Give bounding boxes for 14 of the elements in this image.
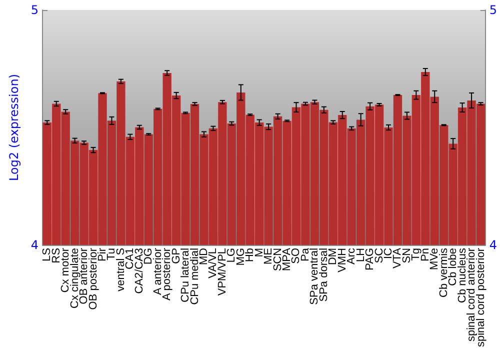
x-tick-label: MVe	[428, 248, 441, 270]
x-tick-label: RS	[50, 248, 62, 264]
x-tick-label: Arc	[346, 247, 358, 264]
y-axis-title: Log2 (expression)	[7, 74, 21, 181]
x-tick-label: CPu medial	[188, 248, 201, 305]
x-tick-label: IC	[382, 248, 394, 259]
y2-tick-label: 4	[489, 238, 498, 252]
x-tick-label: SN	[400, 248, 413, 264]
x-tick-label: Pir	[96, 248, 108, 262]
y2-tick-label: 5	[489, 3, 498, 17]
x-tick-label: SCN	[272, 248, 284, 272]
x-tick-label: SPa dorsal	[318, 248, 330, 302]
x-tick-label: Tg	[410, 248, 422, 261]
x-tick-label: VPM/VPL	[216, 248, 228, 296]
